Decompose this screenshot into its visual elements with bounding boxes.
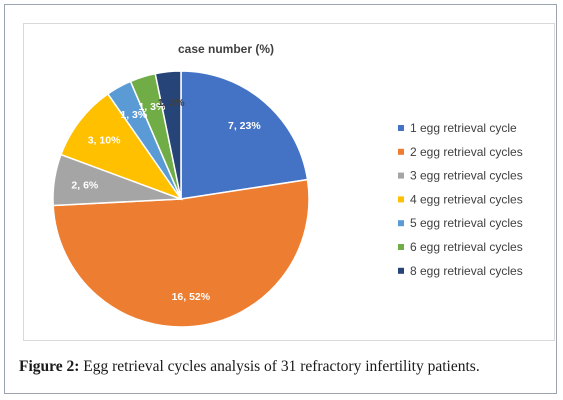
legend-label: 2 egg retrieval cycles bbox=[410, 145, 523, 159]
legend-swatch bbox=[398, 244, 404, 250]
legend-label: 4 egg retrieval cycles bbox=[410, 192, 523, 206]
pie-slice bbox=[52, 178, 310, 328]
legend-label: 5 egg retrieval cycles bbox=[410, 216, 523, 230]
pie-slice bbox=[154, 70, 182, 200]
slice-data-label: 3, 10% bbox=[88, 134, 121, 146]
legend-swatch bbox=[398, 148, 404, 155]
legend-label: 6 egg retrieval cycles bbox=[410, 240, 523, 254]
legend-label: 3 egg retrieval cycles bbox=[410, 169, 523, 183]
figure-caption: Figure 2: Egg retrieval cycles analysis … bbox=[19, 358, 559, 376]
slice-data-label: 1, 3% bbox=[120, 109, 148, 121]
figure-frame: case number (%) 7, 23% 16, 52% 2, 6% 3, 10%… bbox=[4, 4, 557, 394]
chart-area: case number (%) 7, 23% 16, 52% 2, 6% 3, 10%… bbox=[23, 23, 555, 341]
slice-data-label: 1, 3% bbox=[138, 101, 166, 113]
legend-swatch bbox=[398, 172, 404, 179]
pie-chart: case number (%) 7, 23% 16, 52% 2, 6% 3, 10%… bbox=[52, 42, 523, 328]
slice-data-label: 16, 52% bbox=[172, 291, 211, 303]
figure-label: Figure 2: bbox=[19, 358, 80, 375]
legend: 1 egg retrieval cycle 2 egg retrieval cyc… bbox=[398, 121, 523, 278]
legend-swatch bbox=[398, 196, 404, 203]
caption-text: Egg retrieval cycles analysis of 31 refr… bbox=[79, 358, 480, 375]
slice-data-label: 7, 23% bbox=[228, 120, 261, 132]
legend-swatch bbox=[398, 267, 404, 274]
pie-slice bbox=[60, 92, 183, 201]
slice-data-label: 2, 6% bbox=[71, 179, 99, 191]
chart-title: case number (%) bbox=[178, 42, 274, 56]
slice-data-label: 1, 3% bbox=[158, 97, 186, 109]
legend-swatch bbox=[398, 220, 404, 227]
legend-label: 1 egg retrieval cycle bbox=[410, 121, 517, 135]
pie-slice bbox=[180, 70, 309, 200]
legend-label: 8 egg retrieval cycles bbox=[410, 264, 523, 278]
legend-swatch bbox=[398, 125, 404, 131]
